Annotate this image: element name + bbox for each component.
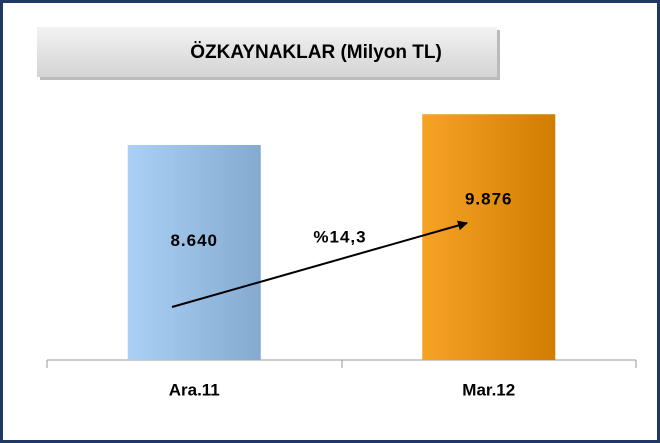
title-box xyxy=(37,27,497,77)
bar-shade xyxy=(127,145,261,360)
chart-title: ÖZKAYNAKLAR (Milyon TL) xyxy=(190,42,442,63)
value-label: 9.876 xyxy=(465,189,513,208)
value-label: 8.640 xyxy=(170,231,218,250)
x-tick-label: Mar.12 xyxy=(462,380,515,399)
growth-arrow xyxy=(171,220,468,308)
annotation: %14,3 xyxy=(313,227,366,246)
x-tick-label: Ara.11 xyxy=(169,380,220,399)
bar-shade xyxy=(422,114,556,360)
